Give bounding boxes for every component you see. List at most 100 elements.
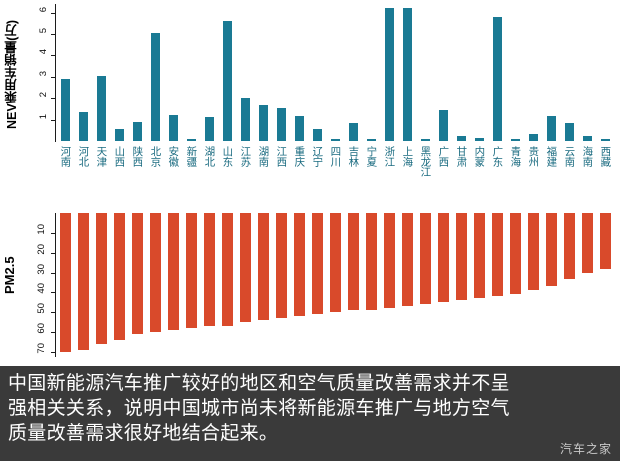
nev-axis-tick xyxy=(51,12,55,14)
category-label-slot: 北京 xyxy=(146,146,164,204)
category-label-slot: 上海 xyxy=(398,146,416,204)
nev-axis-tick xyxy=(51,76,55,78)
pm25-axis-tick xyxy=(51,352,55,354)
pm25-bar-slot xyxy=(56,213,74,356)
category-label-slot: 福建 xyxy=(542,146,560,204)
pm25-bar-slot xyxy=(182,213,200,356)
pm25-bar xyxy=(401,213,413,307)
pm25-bar xyxy=(167,213,179,331)
pm25-axis-tick xyxy=(51,272,55,274)
nev-bar xyxy=(366,139,376,141)
caption-line-3: 质量改善需求很好地结合起来。 xyxy=(8,423,279,444)
pm25-bar-slot xyxy=(362,213,380,356)
pm25-bar-slot xyxy=(128,213,146,356)
nev-bar xyxy=(114,129,124,141)
pm25-bar-slot xyxy=(596,213,614,356)
pm25-bar xyxy=(365,213,377,311)
category-label-slot: 江苏 xyxy=(236,146,254,204)
nev-bar xyxy=(168,115,178,141)
category-label: 湖南 xyxy=(257,146,270,167)
pm25-bar xyxy=(455,213,467,301)
nev-bar-slot xyxy=(398,4,416,141)
nev-y-axis-title: NEV乘用车销量(万) xyxy=(5,19,19,129)
category-label-slot: 海南 xyxy=(578,146,596,204)
category-label-slot: 宁夏 xyxy=(362,146,380,204)
pm25-bar xyxy=(203,213,215,327)
category-label: 河南 xyxy=(59,146,72,167)
nev-bar xyxy=(384,8,394,141)
nev-bar-slot xyxy=(416,4,434,141)
category-label-slot: 广东 xyxy=(488,146,506,204)
pm25-bar-slot xyxy=(236,213,254,356)
nev-bar-slot xyxy=(488,4,506,141)
pm25-bar xyxy=(599,213,611,269)
category-label-slot: 内蒙 xyxy=(470,146,488,204)
pm25-bar-slot xyxy=(434,213,452,356)
category-label: 广西 xyxy=(437,146,450,167)
nev-bar xyxy=(204,117,214,141)
pm25-bar xyxy=(491,213,503,297)
pm25-chart: PM2.5 10 20 30 40 50 60 70 xyxy=(0,205,620,366)
category-label-slot: 重庆 xyxy=(290,146,308,204)
pm25-bar xyxy=(293,213,305,317)
category-label: 北京 xyxy=(149,146,162,167)
nev-bar xyxy=(186,139,196,141)
category-label: 山西 xyxy=(113,146,126,167)
pm25-bar xyxy=(527,213,539,291)
pm25-bar xyxy=(257,213,269,321)
category-label: 青海 xyxy=(509,146,522,167)
category-label-slot: 广西 xyxy=(434,146,452,204)
pm25-bar xyxy=(239,213,251,323)
pm25-bar xyxy=(59,213,71,353)
pm25-bar-slot xyxy=(74,213,92,356)
nev-bar-slot xyxy=(506,4,524,141)
nev-bar-slot xyxy=(308,4,326,141)
category-label-slot: 吉林 xyxy=(344,146,362,204)
nev-bar-slot xyxy=(128,4,146,141)
watermark: 汽车之家 xyxy=(559,442,612,456)
pm25-bar xyxy=(221,213,233,327)
pm25-bar xyxy=(311,213,323,315)
category-label-slot: 山西 xyxy=(110,146,128,204)
pm25-bar xyxy=(509,213,521,295)
pm25-bar-slot xyxy=(488,213,506,356)
nev-bar xyxy=(78,112,88,141)
category-label: 浙江 xyxy=(383,146,396,167)
pm25-bar-group xyxy=(56,213,614,356)
category-label: 西藏 xyxy=(599,146,612,167)
nev-bar xyxy=(402,8,412,141)
category-label: 重庆 xyxy=(293,146,306,167)
nev-bar xyxy=(276,107,286,141)
nev-axis-line xyxy=(55,4,56,142)
pm25-tick-label: 20 xyxy=(36,243,47,255)
nev-bar xyxy=(546,116,556,141)
category-label-slot: 青海 xyxy=(506,146,524,204)
category-label-slot: 安徽 xyxy=(164,146,182,204)
nev-bar-slot xyxy=(272,4,290,141)
pm25-bar xyxy=(329,213,341,313)
pm25-bar-slot xyxy=(92,213,110,356)
nev-bar-slot xyxy=(560,4,578,141)
nev-bar-slot xyxy=(290,4,308,141)
category-label-slot: 辽宁 xyxy=(308,146,326,204)
nev-bar-slot xyxy=(110,4,128,141)
nev-bar-slot xyxy=(92,4,110,141)
nev-bar-slot xyxy=(254,4,272,141)
nev-bar xyxy=(492,16,502,141)
nev-bar-slot xyxy=(182,4,200,141)
nev-bar xyxy=(258,104,268,141)
nev-bar xyxy=(438,109,448,141)
nev-bar xyxy=(510,139,520,141)
nev-bar-slot xyxy=(326,4,344,141)
nev-bar xyxy=(420,139,430,141)
nev-bar xyxy=(60,78,70,141)
category-label: 辽宁 xyxy=(311,146,324,167)
pm25-bar-slot xyxy=(542,213,560,356)
pm25-bar-slot xyxy=(398,213,416,356)
caption-line-2: 强相关关系，说明中国城市尚未将新能源车推广与地方空气 xyxy=(8,398,510,419)
nev-bar xyxy=(96,75,106,141)
pm25-bar xyxy=(275,213,287,319)
pm25-tick-label: 40 xyxy=(36,283,47,295)
category-axis-labels: 河南 河北 天津 山西 陕西 北京 安徽 新疆 湖北 山东 江苏 湖南 江西 重庆 辽宁 四川 吉林 宁夏 浙江 上海… xyxy=(56,146,614,204)
